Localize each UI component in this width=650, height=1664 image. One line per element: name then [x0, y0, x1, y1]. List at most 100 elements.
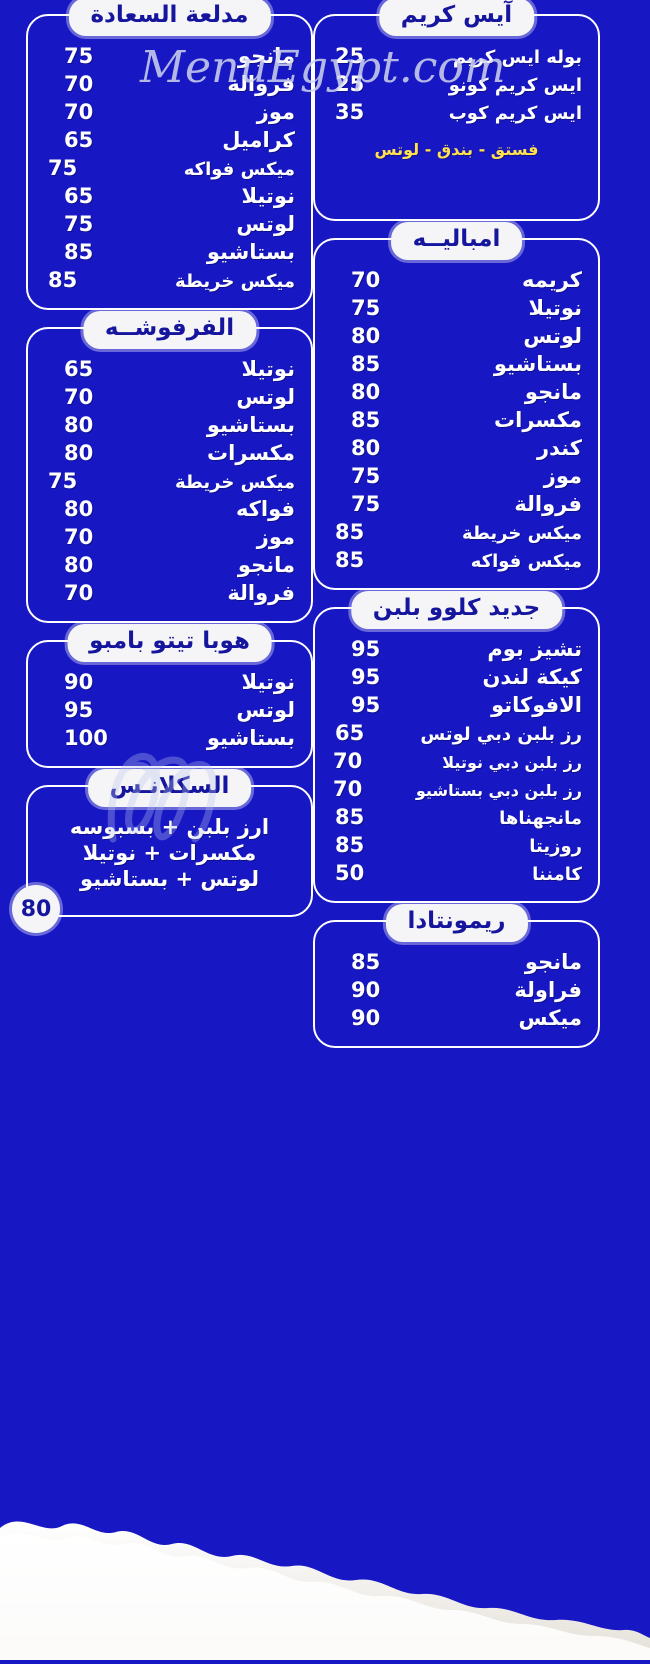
ice-cream-flavors-note: فستق - بندق - لوتس	[374, 140, 539, 159]
card-title-remontada: ريمونتادا	[385, 904, 528, 942]
menu-row[interactable]: بوله ايس كريم 25	[329, 42, 584, 70]
item-list-farfousha: نوتيلا 65 لوتس 70 بستاشيو 80	[42, 355, 297, 607]
menu-row[interactable]: تشيز بوم 95	[329, 635, 584, 663]
card-title-ice-cream: آيس كريم	[378, 0, 535, 36]
menu-row[interactable]: بستاشيو 85	[329, 350, 584, 378]
item-list-dalaa-alsaada: مانجو 75 فروالة 70 موز 70	[42, 42, 297, 294]
menu-row[interactable]: ايس كريم كونو 25	[329, 70, 584, 98]
menu-row[interactable]: كندر 80	[329, 434, 584, 462]
menu-row[interactable]: مانجو 75	[42, 42, 297, 70]
combo-line: مكسرات + نوتيلا	[82, 841, 257, 865]
menu-row[interactable]: فراولة 90	[329, 976, 584, 1004]
card-ice-cream: آيس كريم بوله ايس كريم 25 ايس كريم كونو …	[313, 0, 600, 221]
menu-row[interactable]: كراميل 65	[42, 126, 297, 154]
item-price: 70	[333, 777, 363, 801]
menu-row[interactable]: كيكة لندن 95	[329, 663, 584, 691]
menu-row[interactable]: موز 70	[42, 523, 297, 551]
menu-row[interactable]: لوتس 70	[42, 383, 297, 411]
item-name: فروالة	[514, 492, 582, 516]
item-price: 70	[64, 100, 94, 124]
item-name: ميكس فواكه	[470, 551, 582, 572]
item-price: 80	[64, 553, 94, 577]
menu-row[interactable]: رز بلبن دبي نوتيلا 70	[329, 747, 584, 775]
menu-row[interactable]: نوتيلا 75	[329, 294, 584, 322]
item-name: موز	[256, 100, 295, 124]
item-name: فروالة	[227, 581, 295, 605]
menu-row[interactable]: بستاشيو 85	[42, 238, 297, 266]
item-name: مكسرات	[207, 441, 295, 465]
item-name: رز بلبن دبي نوتيلا	[442, 753, 582, 772]
item-name: تشيز بوم	[487, 637, 582, 661]
menu-row[interactable]: نوتيلا 90	[42, 668, 297, 696]
item-price: 70	[333, 749, 363, 773]
item-name: كريمه	[522, 268, 582, 292]
item-price: 80	[351, 436, 381, 460]
menu-row[interactable]: فروالة 75	[329, 490, 584, 518]
menu-row[interactable]: كريمه 70	[329, 266, 584, 294]
item-name: لوتس	[236, 698, 295, 722]
item-name: مكسرات	[494, 408, 582, 432]
item-price: 75	[48, 469, 78, 493]
item-name: بستاشيو	[493, 352, 582, 376]
card-title-new-kloo-belaban: جديد كلوو بلبن	[350, 591, 563, 629]
item-price: 85	[48, 268, 78, 292]
menu-row[interactable]: ميكس خريطة 75	[42, 467, 297, 495]
menu-row[interactable]: موز 70	[42, 98, 297, 126]
menu-row[interactable]: مانجهناها 85	[329, 803, 584, 831]
menu-row[interactable]: نوتيلا 65	[42, 355, 297, 383]
card-sklanes: السكلانـس ارز بلبن + بسبوسه مكسرات + نوت…	[12, 769, 313, 933]
menu-row[interactable]: مانجو 80	[42, 551, 297, 579]
item-name: رز بلبن دبي لوتس	[420, 724, 582, 745]
item-name: لوتس	[236, 212, 295, 236]
item-name: كامننا	[532, 864, 582, 885]
item-price: 85	[351, 352, 381, 376]
menu-row[interactable]: ميكس فواكه 85	[329, 546, 584, 574]
menu-row[interactable]: فروالة 70	[42, 70, 297, 98]
menu-row[interactable]: فروالة 70	[42, 579, 297, 607]
item-name: فواكه	[235, 497, 295, 521]
menu-row[interactable]: مكسرات 80	[42, 439, 297, 467]
item-price: 75	[64, 212, 94, 236]
menu-row[interactable]: مانجو 85	[329, 948, 584, 976]
menu-row[interactable]: لوتس 75	[42, 210, 297, 238]
menu-row[interactable]: رز بلبن دبي بستاشيو 70	[329, 775, 584, 803]
menu-row[interactable]: ميكس 90	[329, 1004, 584, 1032]
card-title-hoba-tito-bamboo: هوبا تيتو بامبو	[67, 624, 272, 662]
item-price: 80	[351, 380, 381, 404]
menu-row[interactable]: كامننا 50	[329, 859, 584, 887]
item-name: موز	[256, 525, 295, 549]
item-name: نوتيلا	[241, 184, 295, 208]
item-price: 85	[335, 548, 365, 572]
menu-row[interactable]: روزيتا 85	[329, 831, 584, 859]
menu-row[interactable]: مكسرات 85	[329, 406, 584, 434]
menu-row[interactable]: ميكس خريطة 85	[42, 266, 297, 294]
item-name: ميكس	[518, 1006, 582, 1030]
item-price: 65	[64, 184, 94, 208]
item-name: بستاشيو	[206, 726, 295, 750]
menu-row[interactable]: ايس كريم كوب 35	[329, 98, 584, 126]
item-price: 85	[335, 805, 365, 829]
menu-row[interactable]: ميكس فواكه 75	[42, 154, 297, 182]
menu-row[interactable]: نوتيلا 65	[42, 182, 297, 210]
item-name: مانجو	[237, 553, 295, 577]
menu-row[interactable]: الافوكاتو 95	[329, 691, 584, 719]
item-price: 90	[64, 670, 94, 694]
item-name: موز	[543, 464, 582, 488]
cream-torn-edge	[0, 1410, 650, 1660]
menu-row[interactable]: لوتس 95	[42, 696, 297, 724]
menu-column-right: مدلعة السعادة مانجو 75 فروالة 70 موز	[12, 0, 313, 1440]
menu-row[interactable]: ميكس خريطة 85	[329, 518, 584, 546]
item-price: 95	[64, 698, 94, 722]
item-price: 75	[48, 156, 78, 180]
item-name: كراميل	[222, 128, 295, 152]
menu-row[interactable]: بستاشيو 80	[42, 411, 297, 439]
menu-row[interactable]: رز بلبن دبي لوتس 65	[329, 719, 584, 747]
menu-row[interactable]: فواكه 80	[42, 495, 297, 523]
menu-row[interactable]: مانجو 80	[329, 378, 584, 406]
card-title-farfousha: الفرفوشــه	[82, 311, 257, 349]
item-name: مانجو	[237, 44, 295, 68]
menu-row[interactable]: موز 75	[329, 462, 584, 490]
item-name: فروالة	[227, 72, 295, 96]
menu-row[interactable]: لوتس 80	[329, 322, 584, 350]
menu-row[interactable]: بستاشيو 100	[42, 724, 297, 752]
